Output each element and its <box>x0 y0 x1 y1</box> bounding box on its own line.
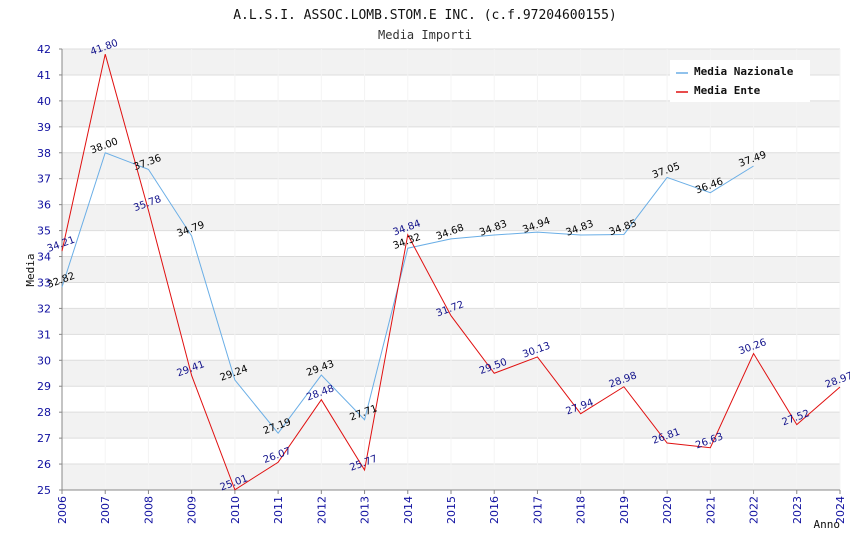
x-tick-label: 2012 <box>315 496 328 524</box>
x-tick-label: 2017 <box>531 496 544 524</box>
x-tick-label: 2013 <box>359 496 372 524</box>
y-tick-label: 27 <box>37 432 51 445</box>
legend-box <box>670 60 810 102</box>
y-tick-label: 32 <box>37 302 51 315</box>
x-tick-label: 2024 <box>834 496 847 524</box>
y-tick-label: 34 <box>37 251 51 264</box>
x-tick-label: 2022 <box>748 496 761 524</box>
x-tick-label: 2015 <box>445 496 458 524</box>
x-tick-label: 2010 <box>229 496 242 524</box>
y-tick-label: 40 <box>37 95 51 108</box>
series-line-0 <box>61 152 754 435</box>
x-axis-label: Anno <box>814 518 841 531</box>
legend: Media Nazionale Media Ente <box>670 60 810 102</box>
y-axis-label: Media <box>24 253 37 286</box>
y-tick-label: 38 <box>37 147 51 160</box>
y-tick-label: 42 <box>37 43 51 56</box>
y-tick-label: 25 <box>37 484 51 497</box>
series-lines <box>61 54 841 491</box>
x-tick-label: 2018 <box>575 496 588 524</box>
x-tick-label: 2009 <box>186 496 199 524</box>
y-tick-label: 28 <box>37 406 51 419</box>
x-axis-ticks: 2006 2007 2008 2009 2010 2011 2012 2013 2014 2015… <box>56 490 847 524</box>
legend-label-media-ente: Media Ente <box>694 84 761 97</box>
x-tick-label: 2023 <box>791 496 804 524</box>
legend-label-media-nazionale: Media Nazionale <box>694 65 794 78</box>
y-tick-label: 39 <box>37 121 51 134</box>
x-tick-label: 2006 <box>56 496 69 524</box>
y-tick-label: 31 <box>37 328 51 341</box>
x-tick-label: 2007 <box>99 496 112 524</box>
x-tick-label: 2008 <box>142 496 155 524</box>
y-tick-label: 30 <box>37 354 51 367</box>
y-axis-ticks: 25 26 27 28 29 30 31 32 33 34 35 36 37 38 39 40 41 42 <box>37 43 62 497</box>
x-tick-label: 2020 <box>661 496 674 524</box>
y-tick-label: 26 <box>37 458 51 471</box>
x-tick-label: 2021 <box>704 496 717 524</box>
chart-title: A.L.S.I. ASSOC.LOMB.STOM.E INC. (c.f.972… <box>233 8 617 23</box>
x-tick-label: 2011 <box>272 496 285 524</box>
y-tick-label: 29 <box>37 380 51 393</box>
y-tick-label: 36 <box>37 199 51 212</box>
series-line-1 <box>61 54 841 491</box>
x-tick-label: 2019 <box>618 496 631 524</box>
chart-subtitle: Media Importi <box>378 28 472 42</box>
x-tick-label: 2016 <box>488 496 501 524</box>
y-tick-label: 35 <box>37 225 51 238</box>
y-tick-label: 33 <box>37 276 51 289</box>
grid-lines <box>61 48 841 491</box>
y-tick-label: 41 <box>37 69 51 82</box>
x-tick-label: 2014 <box>402 496 415 524</box>
y-tick-label: 37 <box>37 173 51 186</box>
